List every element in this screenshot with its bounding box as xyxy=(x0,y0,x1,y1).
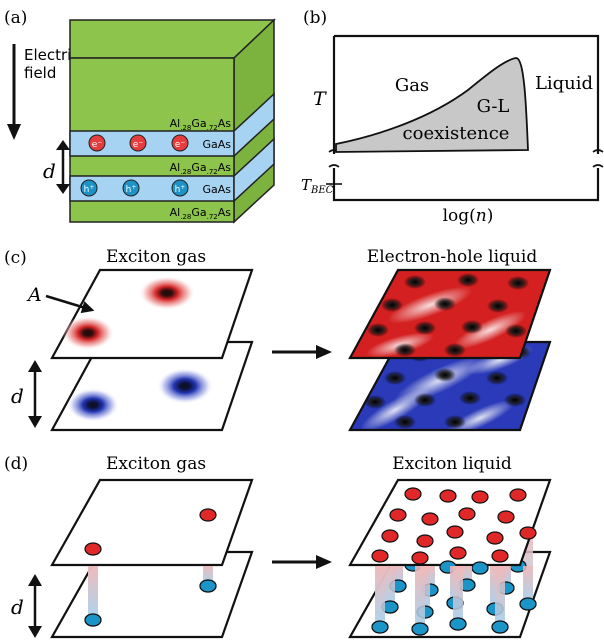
panel-b-label: (b) xyxy=(303,8,327,28)
panel-d-left-title: Exciton gas xyxy=(106,454,206,474)
electric-field-arrowhead xyxy=(7,124,21,140)
exciton-pillar-lower xyxy=(523,566,533,604)
hole-2: h+ xyxy=(122,179,140,197)
svg-text:h+: h+ xyxy=(175,184,186,195)
field-label-line2: field xyxy=(24,64,56,82)
panel-c: (c) Exciton gas Electron-hole liquid A d xyxy=(4,247,552,432)
hole-particle-visible xyxy=(471,561,489,575)
hole-particle-visible xyxy=(371,620,389,634)
electron-particle xyxy=(421,512,439,526)
electron-cloud-1 xyxy=(139,276,195,310)
exciton-pillar-lower xyxy=(385,566,395,607)
exciton-pillar-lower xyxy=(393,566,403,586)
plane-d-left-top xyxy=(50,478,254,567)
plane-c-right-top-fill xyxy=(350,270,550,358)
exciton-pillar-lower xyxy=(501,566,511,588)
hole-3: h+ xyxy=(171,179,189,197)
svg-text:h+: h+ xyxy=(84,184,95,195)
electron-particle xyxy=(446,525,464,539)
electron-3: e− xyxy=(171,134,189,152)
hole-cloud-1 xyxy=(67,388,119,422)
layer-label-3: Al.28Ga.72As xyxy=(170,161,232,176)
layer-label-5: Al.28Ga.72As xyxy=(170,206,232,221)
y-axis-label: T xyxy=(313,88,327,110)
hole-particle-visible xyxy=(519,597,537,611)
electron-d-2 xyxy=(199,508,217,522)
area-label: A xyxy=(26,284,42,306)
hole-cloud-2 xyxy=(157,368,213,404)
electron-particle xyxy=(471,490,489,504)
panel-c-left-title: Exciton gas xyxy=(106,247,206,267)
exciton-pillar-lower xyxy=(375,566,385,627)
electron-cloud-2 xyxy=(62,316,114,350)
electron-particle xyxy=(486,531,504,545)
hole-particle-visible xyxy=(449,617,467,631)
panel-b: (b) Gas G-L coexistence Liquid T TBEC lo… xyxy=(301,8,604,226)
region-gl-label-line1: G-L xyxy=(477,96,510,117)
exciton-pillar-lower xyxy=(415,566,425,629)
layer-label-4: GaAs xyxy=(202,183,231,196)
electron-particle xyxy=(519,526,537,540)
exciton-pillar-lower xyxy=(495,566,505,627)
panel-c-right-title: Electron-hole liquid xyxy=(367,247,538,267)
electron-2: e− xyxy=(129,134,147,152)
electron-particle xyxy=(389,508,407,522)
electron-particle xyxy=(491,549,509,563)
electron-particle xyxy=(497,510,515,524)
exciton-pillar-lower xyxy=(462,566,472,585)
hole-particle-visible xyxy=(411,622,429,636)
svg-text:e−: e− xyxy=(133,139,144,150)
distance-label-a: d xyxy=(43,159,56,183)
electron-d-1 xyxy=(84,542,102,556)
electron-1: e− xyxy=(88,134,106,152)
hole-particle-visible xyxy=(491,620,509,634)
exciton-liquid-electrons xyxy=(371,487,537,636)
panel-c-label: (c) xyxy=(4,248,27,268)
svg-text:e−: e− xyxy=(92,139,103,150)
panel-d-label: (d) xyxy=(4,454,28,474)
well-side-2 xyxy=(233,137,275,203)
panel-d: (d) Exciton gas Exciton liquid d xyxy=(4,454,552,639)
hole-1: h+ xyxy=(80,179,98,197)
plane-c-right-top xyxy=(348,268,552,360)
electron-particle xyxy=(411,551,429,565)
x-axis-label: log(n) xyxy=(443,206,494,226)
panel-a-label: (a) xyxy=(4,8,27,28)
area-arrow xyxy=(45,294,95,314)
electron-particle xyxy=(449,546,467,560)
axis-break-marks xyxy=(328,149,604,168)
electron-particle xyxy=(458,507,476,521)
electron-particle xyxy=(381,529,399,543)
exciton-pillar-lower xyxy=(453,566,463,624)
electron-particle xyxy=(416,534,434,548)
panel-a: (a) Electric field Al.28Ga.72As GaAs Al.… xyxy=(4,8,276,224)
plane-d-right-top xyxy=(348,478,552,567)
electron-particle xyxy=(509,488,527,502)
electron-particle xyxy=(404,487,422,501)
distance-label-d: d xyxy=(11,595,24,619)
electron-particle xyxy=(371,549,389,563)
region-gas-label: Gas xyxy=(395,75,429,96)
distance-label-c: d xyxy=(11,384,24,408)
well-side-1 xyxy=(233,92,275,158)
svg-text:h+: h+ xyxy=(126,184,137,195)
heterostructure-block: Al.28Ga.72As GaAs Al.28Ga.72As GaAs Al.2… xyxy=(69,18,276,224)
panel-d-right-title: Exciton liquid xyxy=(392,454,512,474)
region-gl-label-line2: coexistence xyxy=(403,123,510,144)
tbec-label: TBEC xyxy=(301,176,334,196)
layer-label-1: Al.28Ga.72As xyxy=(170,117,232,132)
field-label-line1: Electric xyxy=(24,46,80,64)
layer-label-2: GaAs xyxy=(202,138,231,151)
coexistence-region xyxy=(335,57,529,153)
region-liquid-label: Liquid xyxy=(535,73,593,94)
svg-text:e−: e− xyxy=(175,139,186,150)
electron-particle xyxy=(439,489,457,503)
